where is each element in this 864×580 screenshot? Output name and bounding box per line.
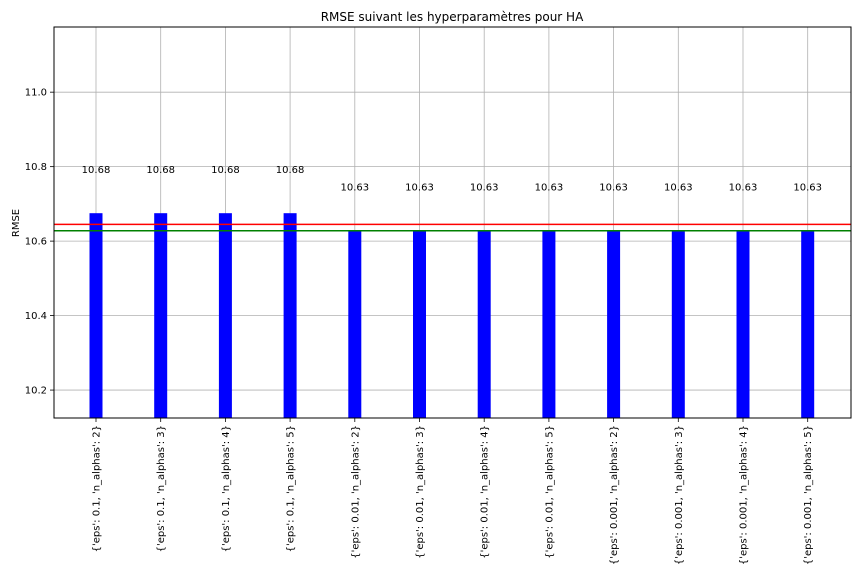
bar	[801, 230, 815, 418]
bar	[89, 213, 103, 418]
bar-value-label: 10.63	[340, 183, 369, 194]
bar-value-label: 10.68	[146, 165, 175, 176]
y-ticks: 10.2 10.4 10.6 10.8 11.0	[25, 88, 54, 397]
bar	[348, 230, 362, 418]
bar	[477, 230, 491, 418]
bar-value-label: 10.63	[793, 183, 822, 194]
bar-value-label: 10.63	[664, 183, 693, 194]
x-tick-label: {'eps': 0.1, 'n_alphas': 5}	[286, 425, 297, 552]
bars	[89, 213, 815, 418]
reference-lines	[54, 223, 851, 232]
grid-lines	[54, 27, 851, 418]
bar-value-label: 10.63	[535, 183, 564, 194]
x-tick-label: {'eps': 0.001, 'n_alphas': 3}	[674, 425, 685, 565]
bar-value-label: 10.63	[729, 183, 758, 194]
bar	[736, 230, 750, 418]
bar-value-label: 10.63	[470, 183, 499, 194]
y-tick-label: 10.2	[25, 386, 47, 397]
bar	[154, 213, 168, 418]
x-tick-label: {'eps': 0.001, 'n_alphas': 5}	[803, 425, 814, 565]
y-tick-label: 10.6	[25, 237, 47, 248]
x-tick-label: {'eps': 0.01, 'n_alphas': 2}	[350, 425, 361, 559]
x-tick-label: {'eps': 0.1, 'n_alphas': 2}	[92, 425, 103, 552]
bar-value-label: 10.68	[276, 165, 305, 176]
bar	[218, 213, 232, 418]
bar	[542, 230, 556, 418]
bar-value-label: 10.68	[211, 165, 240, 176]
x-tick-label: {'eps': 0.001, 'n_alphas': 4}	[739, 425, 750, 565]
chart-title: RMSE suivant les hyperparamètres pour HA	[321, 10, 584, 24]
x-ticks: {'eps': 0.1, 'n_alphas': 2} {'eps': 0.1, …	[92, 418, 814, 565]
y-tick-label: 10.4	[25, 311, 47, 322]
bar	[607, 230, 621, 418]
x-tick-label: {'eps': 0.001, 'n_alphas': 2}	[609, 425, 620, 565]
bar	[671, 230, 685, 418]
bar	[283, 213, 297, 418]
x-tick-label: {'eps': 0.01, 'n_alphas': 3}	[415, 425, 426, 559]
y-axis-label: RMSE	[11, 209, 22, 237]
bar-value-label: 10.63	[405, 183, 434, 194]
data-labels: 10.68 10.68 10.68 10.68 10.63 10.63 10.63 10.63…	[82, 165, 822, 194]
y-tick-label: 10.8	[25, 162, 47, 173]
x-tick-label: {'eps': 0.01, 'n_alphas': 4}	[480, 425, 491, 559]
plot-frame	[53, 26, 852, 419]
bar	[413, 230, 426, 418]
bar-value-label: 10.68	[82, 165, 111, 176]
bar-value-label: 10.63	[599, 183, 628, 194]
x-tick-label: {'eps': 0.1, 'n_alphas': 3}	[156, 425, 167, 552]
x-tick-label: {'eps': 0.01, 'n_alphas': 5}	[544, 425, 555, 559]
y-tick-label: 11.0	[25, 88, 47, 99]
x-tick-label: {'eps': 0.1, 'n_alphas': 4}	[221, 425, 232, 552]
